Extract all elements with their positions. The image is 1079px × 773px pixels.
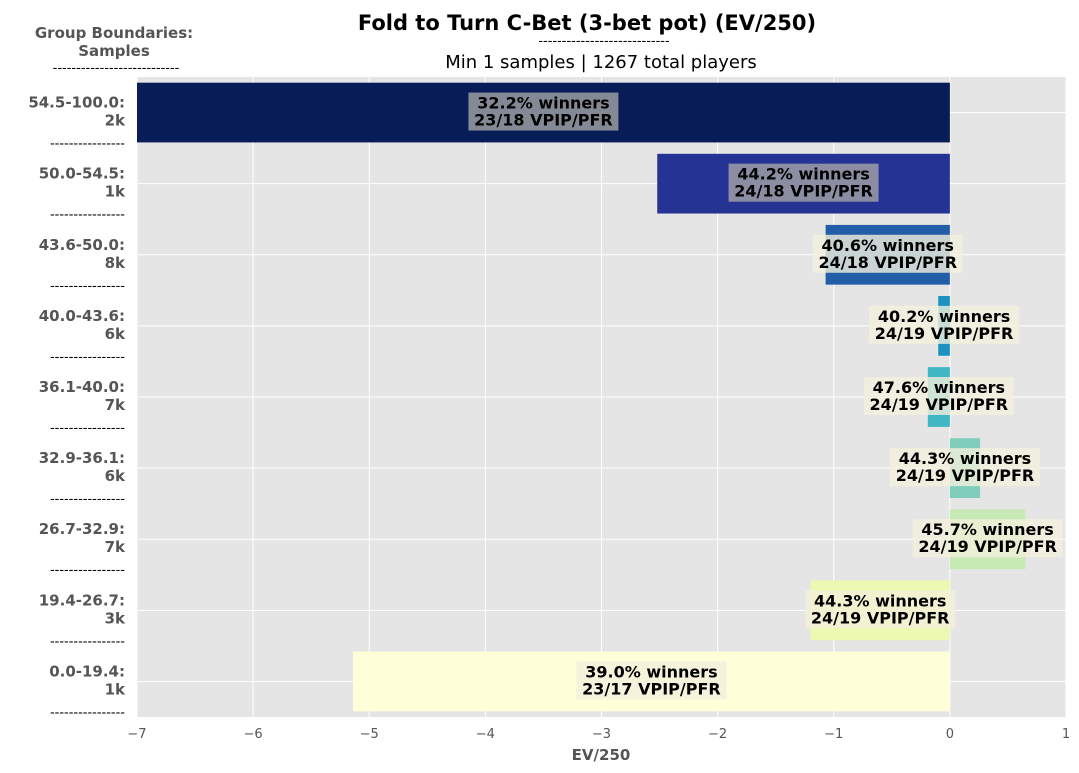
annotation-winners: 44.2% winners <box>737 165 869 184</box>
y-label-separator: ---------------- <box>50 492 125 507</box>
x-tick-label: −5 <box>360 727 379 742</box>
y-label-separator: ---------------- <box>50 350 125 365</box>
annotation-vpip: 24/19 VPIP/PFR <box>896 466 1035 485</box>
y-label-range: 0.0-19.4: <box>49 662 125 680</box>
annotation-box <box>805 590 956 629</box>
annotation-box <box>812 234 963 273</box>
y-label-range: 19.4-26.7: <box>39 591 125 609</box>
chart-title: Fold to Turn C-Bet (3-bet pot) (EV/250) <box>358 11 816 35</box>
x-tick-label: −4 <box>476 727 495 742</box>
annotation-box <box>728 163 879 202</box>
y-label-separator: ---------------- <box>50 705 125 720</box>
annotation-box <box>863 377 1014 415</box>
annotation-vpip: 24/19 VPIP/PFR <box>811 608 950 627</box>
annotation-box <box>912 519 1063 558</box>
annotation-vpip: 24/19 VPIP/PFR <box>918 537 1057 556</box>
y-label-separator: ---------------- <box>50 279 125 294</box>
bars <box>137 82 1026 712</box>
y-label-samples: 2k <box>105 112 126 130</box>
annotation-winners: 40.2% winners <box>878 307 1010 326</box>
y-label-range: 26.7-32.9: <box>39 520 125 538</box>
y-label-separator: ---------------- <box>50 421 125 436</box>
annotation-winners: 32.2% winners <box>477 94 609 113</box>
y-label-separator: ---------------- <box>50 563 125 578</box>
annotation-winners: 44.3% winners <box>814 591 946 610</box>
annotation-winners: 39.0% winners <box>585 662 717 681</box>
chart-subtitle: Min 1 samples | 1267 total players <box>445 52 757 73</box>
y-label-range: 32.9-36.1: <box>39 449 125 467</box>
x-tick-label: −3 <box>592 727 611 742</box>
annotation-vpip: 23/18 VPIP/PFR <box>474 111 613 130</box>
annotation-vpip: 24/19 VPIP/PFR <box>875 324 1014 343</box>
y-label-separator: ---------------- <box>50 137 125 152</box>
x-tick-label: −2 <box>708 727 727 742</box>
annotation-box <box>468 92 619 131</box>
x-tick-label: −1 <box>824 727 843 742</box>
annotation-winners: 45.7% winners <box>921 520 1053 539</box>
annotation-box <box>576 661 727 700</box>
annotation-winners: 47.6% winners <box>873 378 1005 397</box>
y-label-range: 43.6-50.0: <box>39 236 125 254</box>
y-header-line1: Group Boundaries: <box>35 24 193 42</box>
title-underline: ---------------------------- <box>538 34 670 49</box>
y-labels: 54.5-100.0:2k----------------50.0-54.5:1… <box>28 94 126 721</box>
y-label-samples: 6k <box>105 325 126 343</box>
x-axis-label: EV/250 <box>572 746 631 764</box>
y-label-samples: 6k <box>105 467 126 485</box>
y-label-samples: 1k <box>105 680 126 698</box>
y-label-range: 36.1-40.0: <box>39 378 125 396</box>
y-label-separator: ---------------- <box>50 208 125 223</box>
annotation-winners: 44.3% winners <box>899 449 1031 468</box>
y-label-samples: 7k <box>105 538 126 556</box>
x-tick-label: −7 <box>127 727 146 742</box>
x-tick-label: −6 <box>244 727 263 742</box>
x-ticks: −7 −6 −5 −4 −3 −2 −1 0 1 <box>127 727 1070 742</box>
annotation-vpip: 24/18 VPIP/PFR <box>818 253 957 272</box>
annotation-box <box>889 448 1040 487</box>
annotation-vpip: 23/17 VPIP/PFR <box>582 679 721 698</box>
y-header-line3: --------------------------- <box>53 61 180 76</box>
y-label-samples: 1k <box>105 183 126 201</box>
y-label-range: 50.0-54.5: <box>39 165 125 183</box>
y-label-separator: ---------------- <box>50 634 125 649</box>
y-label-samples: 3k <box>105 609 126 627</box>
annotation-box <box>869 305 1020 344</box>
annotation-vpip: 24/19 VPIP/PFR <box>870 395 1009 414</box>
annotation-winners: 40.6% winners <box>822 236 954 255</box>
y-label-range: 40.0-43.6: <box>39 307 125 325</box>
y-label-range: 54.5-100.0: <box>28 94 125 112</box>
x-tick-label: 1 <box>1062 727 1070 742</box>
y-label-samples: 8k <box>105 254 126 272</box>
y-label-samples: 7k <box>105 396 126 414</box>
x-tick-label: 0 <box>946 727 954 742</box>
annotation-vpip: 24/18 VPIP/PFR <box>734 182 873 201</box>
y-header-line2: Samples <box>78 42 150 60</box>
